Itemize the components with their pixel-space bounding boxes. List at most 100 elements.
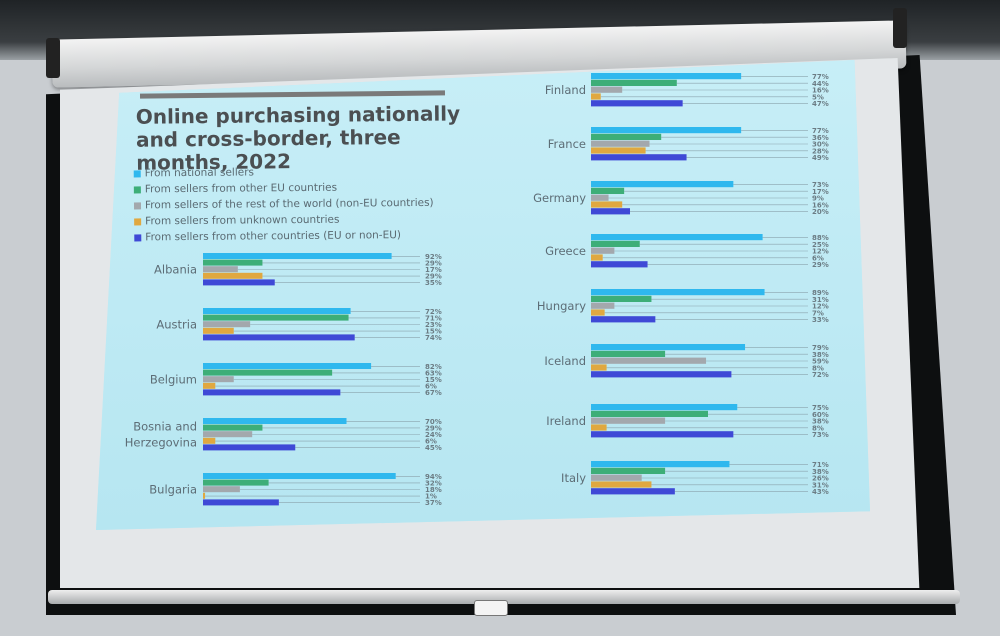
bar-italy-eu: [591, 467, 666, 474]
bar-hungary-unknown: [591, 309, 605, 316]
data-label-greece-eu: 25%: [812, 241, 829, 249]
bar-belgium-unknown: [203, 382, 216, 389]
category-label-italy: Italy: [561, 471, 586, 485]
data-label-austria-national: 72%: [425, 308, 442, 316]
data-label-finland-national: 77%: [812, 73, 829, 81]
data-label-france-non_eu: 30%: [812, 141, 829, 149]
bar-ireland-other: [591, 431, 734, 438]
bar-hungary-eu: [591, 295, 652, 302]
bar-iceland-unknown: [591, 364, 607, 371]
data-label-belgium-other: 67%: [425, 389, 442, 397]
data-label-germany-non_eu: 9%: [812, 195, 824, 203]
data-label-austria-eu: 71%: [425, 314, 442, 322]
bar-finland-non_eu: [591, 86, 623, 93]
data-label-hungary-eu: 31%: [812, 296, 829, 304]
bar-greece-non_eu: [591, 247, 615, 254]
bar-hungary-other: [591, 316, 656, 323]
data-label-finland-unknown: 5%: [812, 93, 824, 101]
data-label-belgium-non_eu: 15%: [425, 376, 442, 384]
bar-france-other: [591, 154, 687, 161]
bar-ireland-unknown: [591, 424, 607, 431]
data-label-austria-non_eu: 23%: [425, 321, 442, 329]
data-label-italy-eu: 38%: [812, 468, 829, 476]
data-label-austria-unknown: 15%: [425, 328, 442, 336]
data-label-france-national: 77%: [812, 127, 829, 135]
bar-finland-other: [591, 100, 683, 107]
bar-albania-eu: [203, 259, 263, 266]
bar-germany-national: [591, 181, 734, 188]
bar-finland-national: [591, 73, 742, 80]
bar-belgium-other: [203, 389, 341, 396]
category-label-greece: Greece: [545, 244, 586, 258]
category-label-belgium: Belgium: [150, 373, 197, 387]
data-label-albania-other: 35%: [425, 279, 442, 287]
bar-germany-other: [591, 208, 630, 215]
data-label-germany-other: 20%: [812, 208, 829, 216]
bar-germany-non_eu: [591, 194, 609, 201]
bar-greece-eu: [591, 240, 640, 247]
bar-greece-unknown: [591, 254, 603, 261]
data-label-ireland-national: 75%: [812, 404, 829, 412]
roller-end-cap-right: [893, 8, 907, 48]
screen-bottom-bar: [48, 590, 960, 604]
category-label-finland: Finland: [545, 83, 586, 97]
category-label-bulgaria: Bulgaria: [149, 483, 197, 497]
data-label-italy-non_eu: 26%: [812, 475, 829, 483]
bar-greece-national: [591, 234, 763, 241]
data-label-albania-unknown: 29%: [425, 273, 442, 281]
bar-italy-unknown: [591, 481, 652, 488]
data-label-finland-other: 47%: [812, 100, 829, 108]
bar-ireland-non_eu: [591, 417, 666, 424]
bar-iceland-non_eu: [591, 357, 707, 364]
bar-belgium-national: [203, 363, 372, 369]
data-label-italy-other: 43%: [812, 488, 829, 496]
data-label-iceland-national: 79%: [812, 344, 829, 352]
bar-iceland-national: [591, 344, 746, 351]
bar-albania-national: [203, 253, 392, 259]
bar-bulgaria-unknown: [203, 492, 206, 499]
data-label-belgium-unknown: 6%: [425, 383, 437, 391]
bar-italy-non_eu: [591, 474, 642, 481]
data-label-greece-other: 29%: [812, 261, 829, 269]
bar-hungary-non_eu: [591, 302, 615, 309]
bar-bosnia-and-herzegovina-non_eu: [203, 431, 253, 438]
data-label-hungary-unknown: 7%: [812, 309, 824, 317]
data-label-greece-non_eu: 12%: [812, 248, 829, 256]
category-label-bosnia-and-herzegovina: Bosnia and: [133, 420, 197, 434]
data-label-bosnia-and-herzegovina-other: 45%: [425, 444, 442, 452]
bar-bosnia-and-herzegovina-other: [203, 444, 296, 451]
bar-france-non_eu: [591, 140, 650, 147]
data-label-germany-national: 73%: [812, 181, 829, 189]
bar-iceland-other: [591, 371, 732, 378]
bar-bulgaria-national: [203, 473, 396, 479]
bar-germany-eu: [591, 187, 625, 194]
data-label-greece-national: 88%: [812, 234, 829, 242]
data-label-germany-unknown: 16%: [812, 201, 829, 209]
pull-handle[interactable]: [474, 600, 508, 616]
bar-albania-other: [203, 279, 275, 286]
bar-austria-national: [203, 308, 351, 314]
category-label-austria: Austria: [156, 318, 197, 332]
data-label-bulgaria-other: 37%: [425, 499, 442, 507]
bar-austria-unknown: [203, 327, 234, 334]
data-label-bulgaria-national: 94%: [425, 473, 442, 481]
data-label-bosnia-and-herzegovina-eu: 29%: [425, 424, 442, 432]
bar-belgium-eu: [203, 369, 333, 376]
bar-bulgaria-non_eu: [203, 486, 240, 493]
bar-finland-unknown: [591, 93, 601, 100]
data-label-albania-national: 92%: [425, 253, 442, 261]
bar-france-national: [591, 127, 742, 134]
bar-bosnia-and-herzegovina-national: [203, 418, 347, 424]
data-label-bulgaria-unknown: 1%: [425, 493, 437, 501]
category-label-ireland: Ireland: [546, 414, 586, 428]
bar-bulgaria-eu: [203, 479, 269, 486]
data-label-hungary-non_eu: 12%: [812, 303, 829, 311]
data-label-finland-non_eu: 16%: [812, 87, 829, 95]
data-label-bulgaria-non_eu: 18%: [425, 486, 442, 494]
bar-ireland-eu: [591, 410, 708, 417]
data-label-ireland-unknown: 8%: [812, 424, 824, 432]
data-label-iceland-other: 72%: [812, 371, 829, 379]
bar-austria-other: [203, 334, 355, 341]
category-label-iceland: Iceland: [544, 354, 586, 368]
data-label-hungary-national: 89%: [812, 289, 829, 297]
